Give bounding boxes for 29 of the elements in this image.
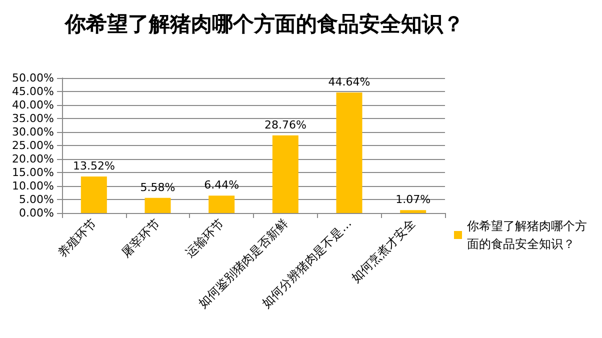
y-tick-label: 15.00% [12, 166, 54, 179]
bar [208, 196, 235, 213]
data-label: 6.44% [204, 178, 240, 192]
y-tick-label: 40.00% [12, 98, 54, 112]
data-label: 44.64% [328, 75, 370, 88]
x-tick-label: 屠宰环节 [118, 216, 163, 260]
bar [144, 198, 171, 213]
x-tick-label: 运输环节 [182, 216, 227, 260]
chart-title: 你希望了解猪肉哪个方面的食品安全知识？ [64, 12, 464, 36]
y-tick-label: 50.00% [12, 72, 54, 84]
y-tick-label: 0.00% [19, 206, 54, 220]
legend-label: 你希望了解猪肉哪个方面的食品安全知识？ [466, 219, 587, 251]
y-tick-label: 45.00% [12, 85, 54, 98]
y-tick-label: 30.00% [12, 126, 54, 138]
data-label: 1.07% [396, 193, 431, 206]
x-tick-label: 如何烹煮才安全 [348, 216, 418, 286]
bar [336, 92, 362, 213]
y-tick-label: 5.00% [19, 193, 54, 206]
data-label: 13.52% [72, 159, 115, 172]
y-tick-label: 25.00% [12, 139, 54, 152]
y-tick-label: 35.00% [12, 112, 54, 125]
data-label: 28.76% [264, 118, 306, 132]
bar [400, 210, 426, 213]
x-tick-label: 养殖环节 [55, 216, 99, 260]
data-label: 5.58% [140, 180, 176, 194]
bar [272, 135, 298, 213]
y-tick-label: 10.00% [12, 180, 54, 192]
bar [80, 176, 107, 213]
y-tick-label: 20.00% [12, 152, 54, 166]
